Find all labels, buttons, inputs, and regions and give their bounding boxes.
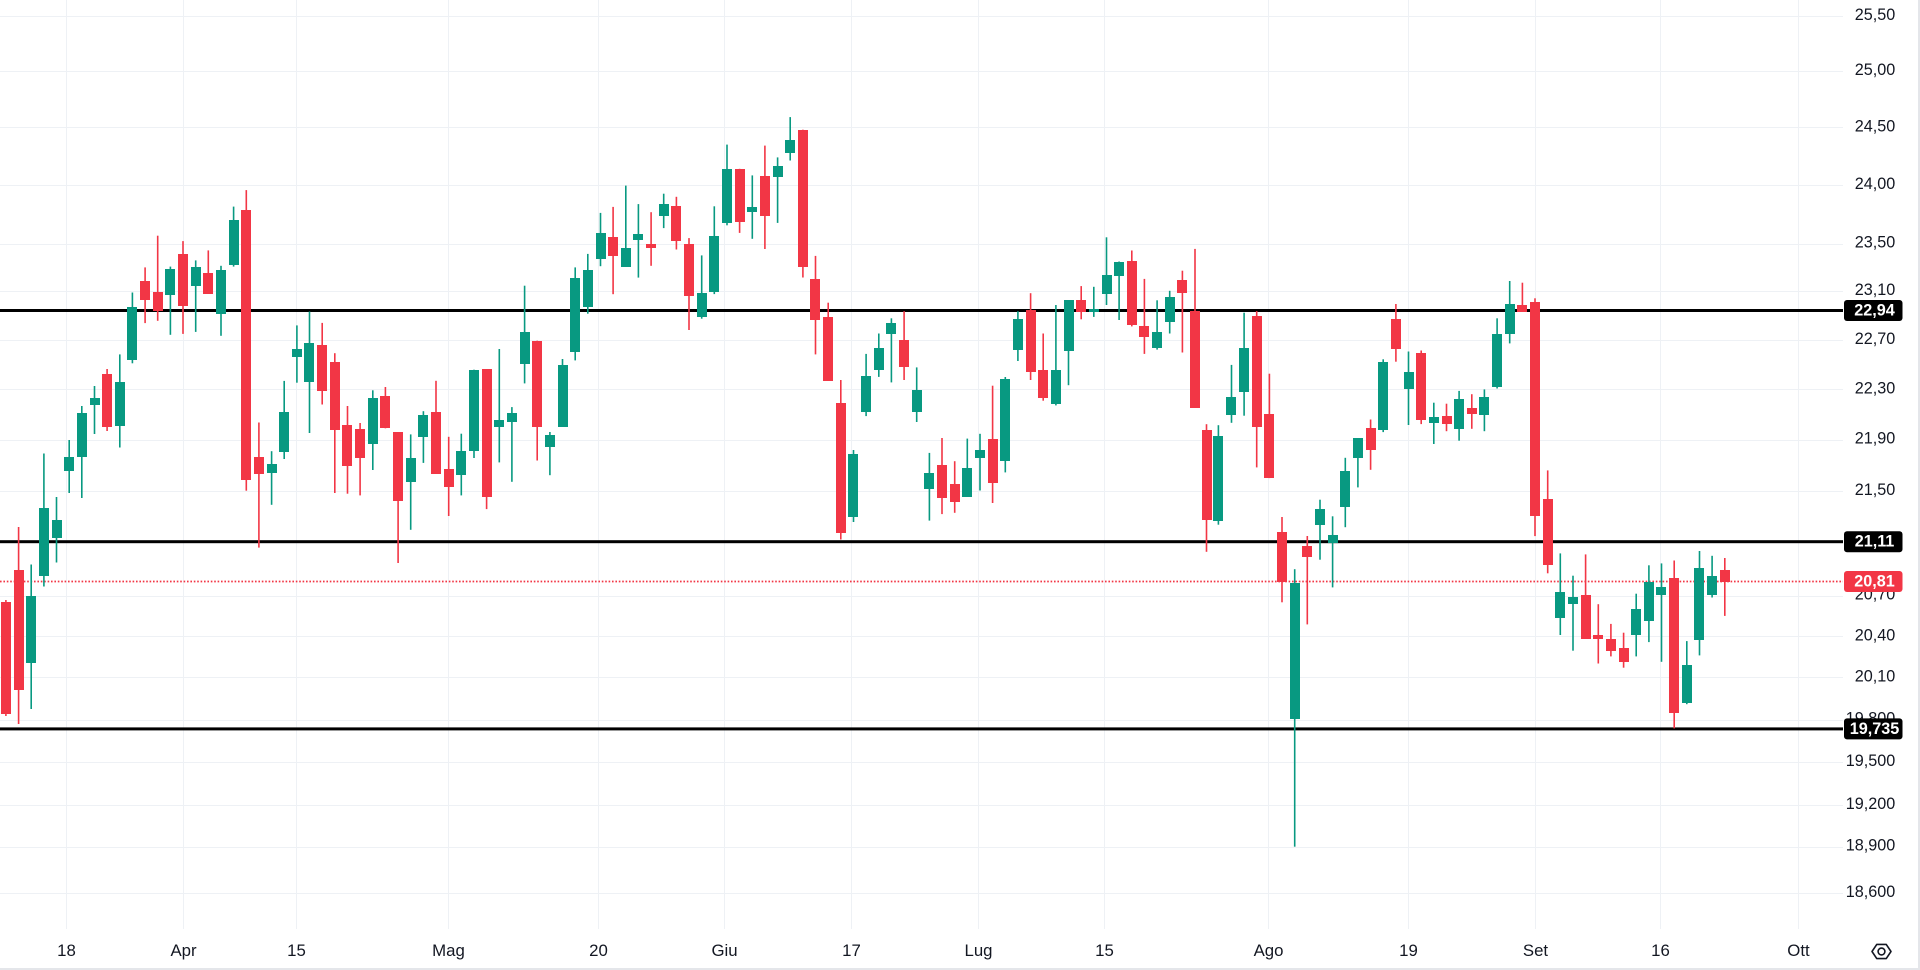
svg-text:24,50: 24,50 [1855, 117, 1896, 135]
svg-text:19,500: 19,500 [1846, 752, 1896, 770]
svg-text:19,735: 19,735 [1850, 720, 1900, 738]
svg-text:15: 15 [1095, 941, 1114, 960]
svg-text:16: 16 [1651, 941, 1670, 960]
svg-text:20,81: 20,81 [1854, 572, 1895, 590]
svg-text:23,50: 23,50 [1855, 234, 1896, 252]
svg-text:19,200: 19,200 [1846, 795, 1896, 813]
svg-text:Ago: Ago [1254, 941, 1284, 960]
svg-text:Apr: Apr [170, 941, 197, 960]
svg-text:21,90: 21,90 [1855, 430, 1896, 448]
svg-text:22,94: 22,94 [1854, 301, 1895, 319]
svg-text:Lug: Lug [965, 941, 993, 960]
svg-text:17: 17 [842, 941, 861, 960]
svg-text:15: 15 [287, 941, 306, 960]
svg-text:24,00: 24,00 [1855, 175, 1896, 193]
svg-text:20,10: 20,10 [1855, 667, 1896, 685]
svg-text:25,50: 25,50 [1855, 6, 1896, 24]
svg-text:Ott: Ott [1787, 941, 1810, 960]
svg-text:21,50: 21,50 [1855, 481, 1896, 499]
svg-text:Giu: Giu [711, 941, 737, 960]
svg-text:23,10: 23,10 [1855, 281, 1896, 299]
svg-text:19: 19 [1399, 941, 1418, 960]
svg-text:22,70: 22,70 [1855, 330, 1896, 348]
svg-text:Set: Set [1523, 941, 1549, 960]
svg-text:25,00: 25,00 [1855, 61, 1896, 79]
svg-text:18: 18 [57, 941, 76, 960]
svg-text:20: 20 [589, 941, 608, 960]
svg-text:22,30: 22,30 [1855, 379, 1896, 397]
svg-text:21,11: 21,11 [1855, 533, 1895, 551]
svg-text:18,900: 18,900 [1846, 837, 1896, 855]
svg-text:18,600: 18,600 [1846, 883, 1896, 901]
svg-text:Mag: Mag [432, 941, 465, 960]
svg-text:20,40: 20,40 [1855, 626, 1896, 644]
